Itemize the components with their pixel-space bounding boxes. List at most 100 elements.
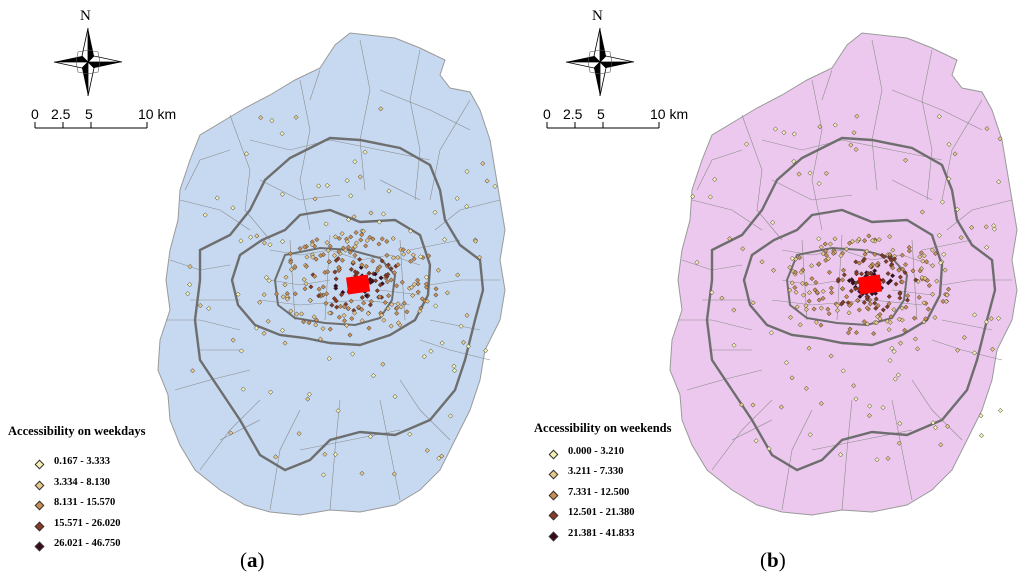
accessibility-point bbox=[356, 304, 362, 310]
accessibility-point bbox=[787, 287, 793, 293]
accessibility-point bbox=[273, 454, 279, 460]
accessibility-point bbox=[401, 251, 407, 257]
accessibility-point bbox=[978, 413, 984, 419]
accessibility-point bbox=[853, 259, 859, 265]
district-line bbox=[731, 419, 773, 441]
accessibility-point bbox=[792, 285, 798, 291]
accessibility-point bbox=[214, 195, 220, 201]
district-line bbox=[931, 339, 1003, 361]
accessibility-point bbox=[707, 194, 713, 200]
accessibility-point bbox=[423, 284, 430, 290]
accessibility-point bbox=[302, 244, 308, 250]
accessibility-point bbox=[856, 260, 862, 266]
accessibility-point bbox=[185, 291, 191, 297]
accessibility-point bbox=[709, 289, 715, 295]
accessibility-point bbox=[261, 330, 267, 336]
accessibility-point bbox=[731, 307, 737, 313]
accessibility-point bbox=[816, 261, 822, 267]
accessibility-point bbox=[823, 257, 829, 263]
accessibility-point bbox=[359, 318, 365, 324]
accessibility-point bbox=[896, 267, 902, 273]
accessibility-point bbox=[932, 425, 939, 431]
accessibility-point bbox=[826, 269, 832, 275]
accessibility-point bbox=[880, 405, 886, 411]
accessibility-point bbox=[388, 323, 394, 329]
accessibility-point bbox=[401, 300, 407, 306]
accessibility-point bbox=[381, 317, 387, 323]
legend-title: Accessibility on weekdays bbox=[8, 424, 146, 438]
district-line bbox=[946, 199, 1013, 231]
accessibility-point bbox=[384, 279, 390, 285]
accessibility-point bbox=[353, 229, 359, 236]
accessibility-point bbox=[840, 286, 846, 292]
district-line bbox=[184, 149, 231, 191]
accessibility-point bbox=[872, 251, 878, 257]
district-line bbox=[299, 79, 311, 231]
accessibility-point bbox=[922, 275, 928, 281]
accessibility-point bbox=[324, 182, 330, 189]
accessibility-point bbox=[385, 306, 391, 312]
accessibility-point bbox=[338, 292, 345, 298]
accessibility-point bbox=[838, 452, 844, 458]
accessibility-point bbox=[238, 348, 245, 354]
accessibility-point bbox=[740, 246, 746, 252]
accessibility-point bbox=[410, 252, 416, 258]
accessibility-point bbox=[897, 295, 903, 301]
accessibility-point bbox=[423, 281, 429, 287]
accessibility-point bbox=[911, 315, 917, 321]
accessibility-point bbox=[439, 453, 445, 459]
district-line bbox=[269, 249, 421, 266]
accessibility-point bbox=[390, 235, 396, 242]
accessibility-point bbox=[197, 302, 203, 309]
accessibility-point bbox=[971, 350, 978, 356]
district-line bbox=[309, 69, 321, 101]
accessibility-point bbox=[320, 326, 326, 332]
accessibility-point bbox=[906, 248, 912, 254]
accessibility-point bbox=[415, 281, 421, 287]
accessibility-point bbox=[380, 211, 387, 217]
accessibility-point bbox=[892, 256, 898, 262]
accessibility-point bbox=[743, 141, 750, 147]
accessibility-point bbox=[884, 304, 890, 310]
accessibility-point bbox=[921, 300, 927, 306]
accessibility-point bbox=[813, 319, 819, 325]
accessibility-point bbox=[888, 314, 894, 320]
legend-item-2: 7.331 - 12.500 bbox=[568, 487, 630, 498]
accessibility-point bbox=[806, 298, 812, 304]
accessibility-point bbox=[238, 238, 244, 244]
district-line bbox=[686, 369, 763, 391]
accessibility-point bbox=[914, 346, 921, 352]
accessibility-point bbox=[768, 330, 774, 336]
accessibility-point bbox=[862, 251, 868, 257]
accessibility-point bbox=[851, 383, 857, 389]
north-arrow-icon bbox=[53, 27, 123, 97]
accessibility-point bbox=[306, 391, 312, 397]
accessibility-point bbox=[840, 299, 846, 305]
accessibility-point bbox=[895, 372, 901, 378]
accessibility-point bbox=[881, 254, 887, 260]
accessibility-point bbox=[187, 263, 193, 270]
accessibility-point bbox=[326, 259, 332, 265]
accessibility-point bbox=[464, 312, 470, 318]
accessibility-point bbox=[407, 431, 413, 437]
accessibility-point bbox=[230, 205, 236, 211]
district-line bbox=[921, 239, 973, 251]
accessibility-point bbox=[386, 188, 392, 194]
accessibility-point bbox=[929, 247, 935, 253]
accessibility-point bbox=[261, 292, 267, 298]
accessibility-point bbox=[360, 228, 366, 234]
accessibility-point bbox=[945, 423, 951, 429]
district-line bbox=[429, 99, 471, 201]
accessibility-point bbox=[904, 297, 911, 303]
accessibility-point bbox=[384, 252, 390, 258]
scale-label-2-5: 2.5 bbox=[51, 106, 71, 122]
accessibility-point bbox=[936, 232, 942, 239]
accessibility-point bbox=[352, 159, 358, 165]
accessibility-point bbox=[395, 262, 401, 268]
accessibility-point bbox=[690, 193, 696, 200]
accessibility-point bbox=[433, 292, 439, 298]
accessibility-point bbox=[312, 273, 318, 279]
accessibility-point bbox=[887, 234, 893, 240]
accessibility-point bbox=[873, 296, 879, 302]
accessibility-point bbox=[797, 255, 803, 261]
